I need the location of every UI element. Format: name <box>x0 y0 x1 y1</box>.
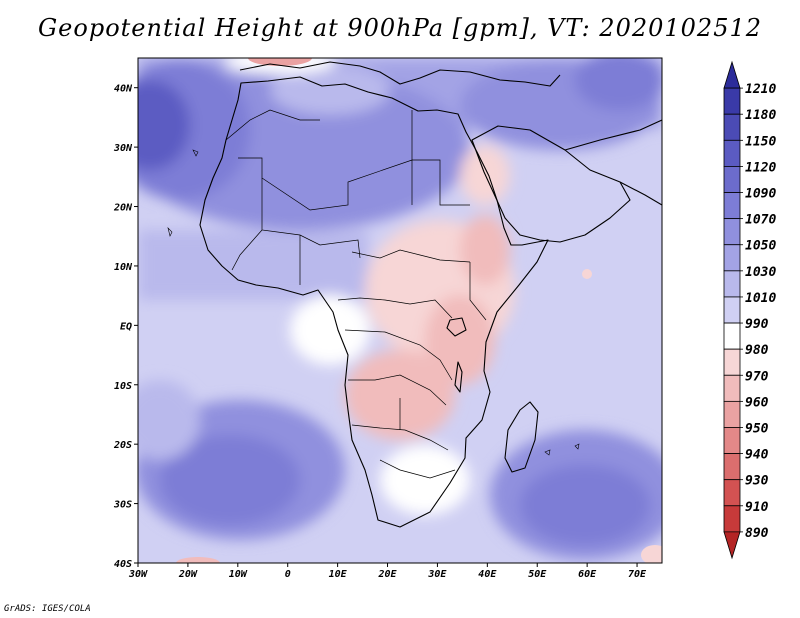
lat-tick-label: 40S <box>114 559 132 570</box>
colorbar-label: 890 <box>745 526 769 541</box>
lon-tick-label: 70E <box>628 569 647 580</box>
atlantic-high-core <box>138 80 190 170</box>
lon-tick-label: 60E <box>578 569 597 580</box>
map-frame <box>137 57 663 564</box>
colorbar-segment <box>723 400 741 428</box>
colorbar-segment <box>723 87 741 115</box>
colorbar-label: 1150 <box>745 134 776 149</box>
longitude-axis: 30W 20W 10W 0 10E 20E 30E 40E 50E 60E 70E <box>128 563 647 580</box>
colorbar-label: 980 <box>745 343 769 358</box>
lon-tick-label: 10E <box>329 569 348 580</box>
west-africa-band <box>138 230 368 300</box>
colorbar-segment <box>723 113 741 141</box>
south-atlantic-high-core <box>160 435 300 525</box>
lon-tick-label: 30E <box>427 569 447 580</box>
colorbar-segment <box>723 322 741 350</box>
lon-tick-label: 20E <box>377 569 397 580</box>
lat-tick-label: 30S <box>113 500 132 511</box>
colorbar-segment <box>723 453 741 481</box>
colorbar-label: 1210 <box>745 82 776 97</box>
great-lakes-low <box>425 295 495 385</box>
lon-tick-label: 20W <box>178 569 198 580</box>
africa-coastline <box>199 76 549 528</box>
gulf-coast <box>619 181 662 206</box>
colorbar-label: 1180 <box>745 108 776 123</box>
latitude-axis: 40N 30N 20N 10N EQ 10S 20S 30S 40S <box>113 84 138 570</box>
lon-tick-label: 30W <box>128 569 148 580</box>
colorbar-arrow-top <box>723 60 741 89</box>
colorbar-label: 950 <box>745 421 769 436</box>
europe-coast <box>239 61 561 87</box>
colorbar-segment <box>723 296 741 324</box>
lake-malawi <box>454 361 463 393</box>
lon-tick-label: 10W <box>229 569 248 580</box>
colorbar-arrow-bottom <box>723 531 741 560</box>
colorbar-segment <box>723 192 741 220</box>
lat-tick-label: 20S <box>113 440 132 451</box>
south-edge-low-west <box>176 557 220 563</box>
colorbar-segment <box>723 166 741 193</box>
southern-africa-low <box>345 350 455 440</box>
central-africa-neutral <box>290 295 370 365</box>
colorbar-segment <box>723 505 741 533</box>
colorbar-segment <box>723 218 741 246</box>
south-africa-neutral <box>380 445 470 515</box>
colorbar-label: 1070 <box>745 213 776 228</box>
indian-ocean-spot <box>582 269 592 279</box>
arabian-peninsula <box>471 125 631 243</box>
colorbar-label: 1090 <box>745 187 776 202</box>
madagascar <box>504 401 539 473</box>
colorbar-label: 970 <box>745 369 769 384</box>
colorbar-segment <box>723 244 741 272</box>
map-title: Geopotential Height at 900hPa [gpm], VT:… <box>38 14 762 42</box>
lat-tick-label: 10N <box>114 262 133 273</box>
colorbar-label: 1030 <box>745 265 776 280</box>
colorbar-label: 930 <box>745 474 769 489</box>
coastlines <box>199 61 662 528</box>
colorbar-label: 960 <box>745 395 769 410</box>
colorbar-label: 910 <box>745 500 769 515</box>
colorbar-label: 990 <box>745 317 769 332</box>
colorbar-label: 1120 <box>745 160 776 175</box>
colorbar-segment <box>723 348 741 376</box>
iran-coast <box>564 119 662 151</box>
islands <box>167 149 580 456</box>
grads-credit: GrADS: IGES/COLA <box>4 604 91 614</box>
colorbar-segment <box>723 427 741 454</box>
country-borders <box>225 109 487 479</box>
indian-high-core <box>520 465 650 545</box>
lon-tick-label: 0 <box>285 569 291 580</box>
lat-tick-label: EQ <box>120 321 132 332</box>
ethiopia-low <box>460 215 510 285</box>
south-atlantic-band <box>138 380 200 460</box>
lat-tick-label: 20N <box>113 203 133 214</box>
lon-tick-label: 50E <box>528 569 547 580</box>
lon-tick-label: 40E <box>478 569 497 580</box>
lat-tick-label: 10S <box>114 381 132 392</box>
colorbar-segment <box>723 270 741 298</box>
colorbar-segment <box>723 479 741 507</box>
south-edge-low-east <box>641 545 662 563</box>
colorbar-segment <box>723 374 741 402</box>
height-field <box>138 58 662 563</box>
colorbar-segment <box>723 139 741 167</box>
lat-tick-label: 30N <box>113 143 133 154</box>
colorbar-label: 1050 <box>745 239 776 254</box>
north-edge-low <box>248 58 312 66</box>
colorbar-label: 940 <box>745 448 769 463</box>
colorbar: 1210 1180 1150 1120 1090 1070 1050 1030 1010 990 9… <box>723 60 776 560</box>
lake-victoria <box>446 317 467 337</box>
colorbar-label: 1010 <box>745 291 776 306</box>
lat-tick-label: 40N <box>114 84 133 95</box>
asia-high <box>575 58 662 110</box>
